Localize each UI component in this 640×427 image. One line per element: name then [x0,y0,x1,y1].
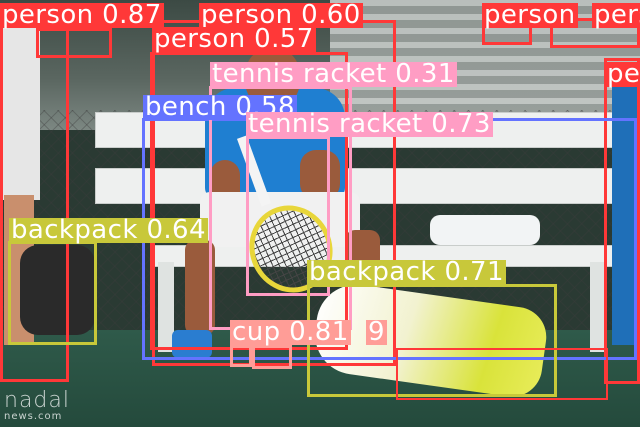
detection-label-person-1: person 0.87 [0,0,164,30]
watermark-line1: nadal [4,388,70,413]
bench-leg-left [158,262,174,352]
backpack-left-object [20,245,95,335]
detection-label-person-4: person [482,0,578,30]
person-left-torso [0,20,40,200]
detection-label-tennis-racket-1: tennis racket 0.31 [210,59,457,89]
detection-label-person-5: person [592,2,640,28]
player-arm-right [300,150,340,200]
bench-leg-right [590,262,606,352]
detection-label-backpack-2: backpack 0.71 [307,257,506,287]
detection-label-cup-2: 9 [366,317,387,347]
detection-box-cup-1 [230,345,252,367]
detection-box-person-6 [604,58,640,384]
player-shoe [172,330,212,358]
towel [430,215,540,245]
detection-label-cup-1: cup 0.81 [230,317,351,347]
detection-box-backpack-1 [8,241,97,345]
detection-label-tennis-racket-2: tennis racket 0.73 [246,109,493,139]
detection-box-racket-ground [396,348,608,400]
watermark-logo: nadal news.com [4,390,70,422]
watermark-line2: news.com [4,411,63,422]
detection-box-person-small-1 [36,28,112,58]
detection-box-tennis-racket-2 [246,136,330,296]
detection-label-bench-1: bench 0.58 [143,92,297,122]
detection-label-person-3: person 0.57 [152,24,316,54]
detection-label-person-6: pe [605,61,640,87]
detection-label-backpack-1: backpack 0.64 [9,215,208,245]
detection-label-person-2: person 0.60 [199,0,363,30]
detection-box-cup-2 [252,345,292,369]
